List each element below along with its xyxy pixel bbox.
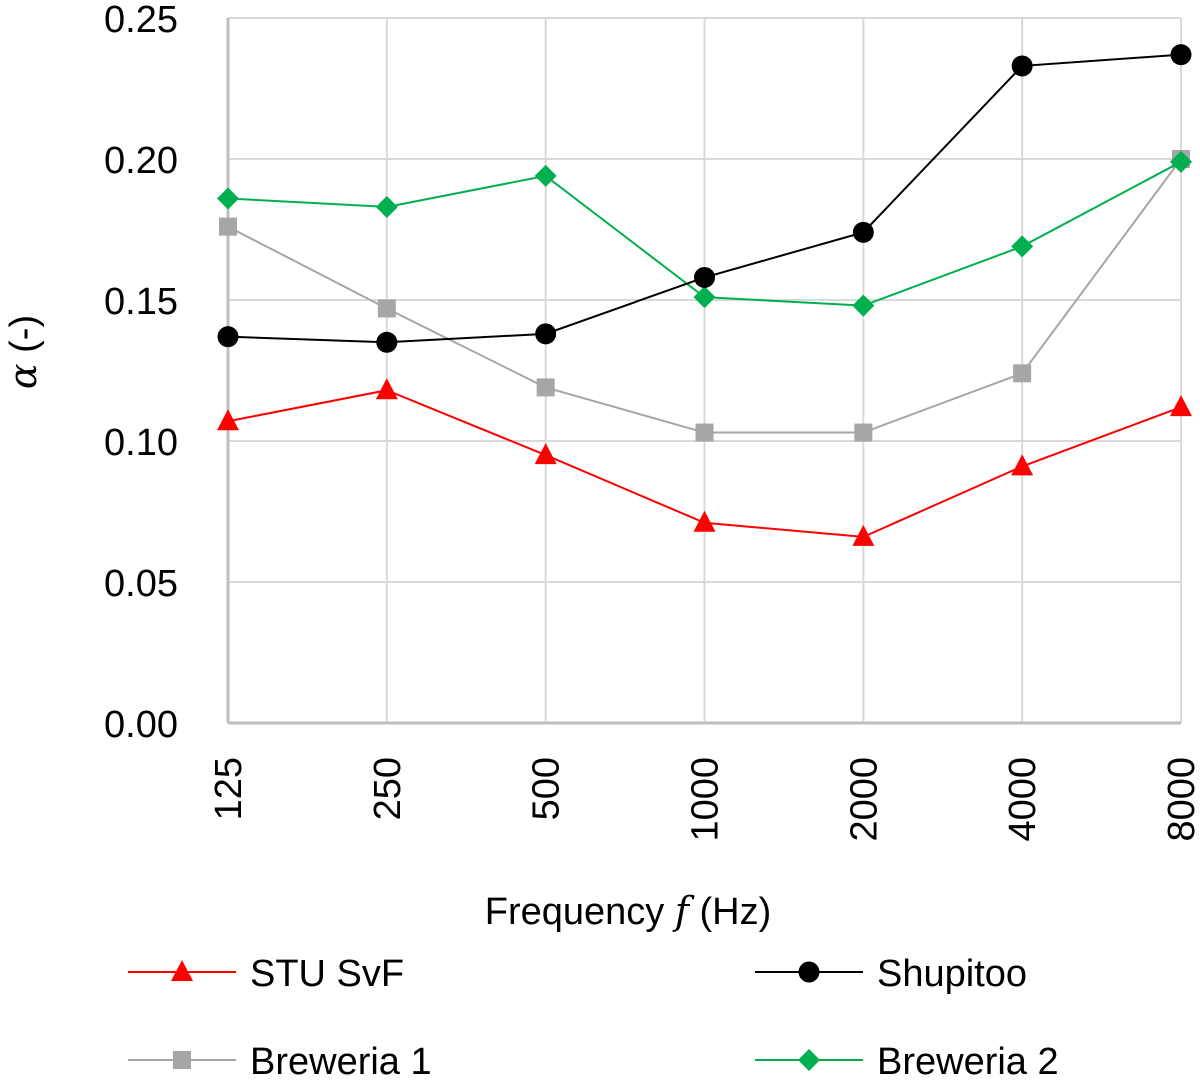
series-shupitoo — [217, 44, 1192, 353]
y-axis-label: α (-) — [1, 315, 45, 389]
x-tick-label: 250 — [367, 757, 409, 820]
legend-marker-breweria2 — [798, 1049, 820, 1071]
data-point-stu — [375, 378, 398, 400]
legend-item-breweria2: Breweria 2 — [755, 1041, 1059, 1081]
data-point-stu — [852, 524, 875, 546]
data-point-breweria2 — [217, 187, 239, 210]
series-stu — [217, 378, 1192, 546]
data-point-breweria1 — [1013, 364, 1032, 383]
y-tick-label: 0.25 — [104, 0, 178, 41]
x-tick-label: 1000 — [685, 757, 727, 842]
x-tick-label: 125 — [208, 757, 250, 820]
x-tick-label: 8000 — [1161, 757, 1200, 842]
data-point-breweria2 — [375, 195, 398, 218]
legend-marker-stu — [171, 960, 193, 981]
y-tick-label: 0.10 — [104, 422, 178, 464]
data-point-shupitoo — [535, 323, 557, 345]
y-tick-label: 0.00 — [104, 704, 178, 746]
data-point-shupitoo — [376, 331, 398, 353]
data-point-breweria2 — [1011, 235, 1034, 258]
legend-marker-breweria1 — [173, 1051, 191, 1069]
y-tick-label: 0.05 — [104, 563, 178, 605]
y-axis-unit: (-) — [3, 315, 45, 364]
gridlines — [228, 17, 1182, 723]
legend-label: Shupitoo — [877, 953, 1027, 995]
data-point-shupitoo — [1011, 55, 1033, 77]
legend-item-stu: STU SvF — [128, 953, 404, 995]
data-point-breweria1 — [536, 378, 555, 397]
data-point-breweria2 — [534, 164, 557, 187]
x-tick-label: 4000 — [1002, 757, 1044, 842]
legend-item-breweria1: Breweria 1 — [128, 1041, 432, 1081]
data-point-shupitoo — [852, 221, 874, 243]
y-axis-symbol: α — [1, 363, 45, 389]
legend-label: Breweria 2 — [877, 1041, 1059, 1081]
y-tick-label: 0.20 — [104, 140, 178, 182]
data-point-stu — [217, 409, 239, 431]
data-point-shupitoo — [694, 266, 715, 288]
legend: STU SvF Shupitoo Breweria 1 Breweria 2 — [128, 953, 1059, 1081]
data-point-breweria2 — [852, 294, 875, 317]
data-point-breweria1 — [219, 217, 237, 236]
legend-label: Breweria 1 — [250, 1041, 432, 1081]
series-breweria2 — [217, 150, 1192, 317]
data-point-breweria1 — [695, 423, 714, 442]
x-axis-unit: (Hz) — [689, 891, 771, 933]
data-point-breweria2 — [693, 286, 716, 309]
data-point-stu — [693, 510, 716, 532]
series-breweria1 — [219, 150, 1190, 442]
x-axis-prefix: Frequency — [485, 891, 675, 933]
axes — [226, 18, 1181, 725]
x-tick-label: 500 — [526, 757, 568, 820]
data-point-stu — [1011, 454, 1034, 476]
data-point-breweria1 — [377, 299, 396, 318]
y-tick-label: 0.15 — [104, 281, 178, 323]
data-point-stu — [534, 443, 557, 465]
data-point-breweria1 — [854, 423, 873, 442]
data-point-shupitoo — [217, 326, 239, 348]
series-lines — [217, 44, 1192, 546]
x-axis-label: Frequency f (Hz) — [485, 889, 771, 933]
data-point-breweria2 — [1170, 150, 1192, 173]
data-point-shupitoo — [1170, 44, 1192, 66]
legend-label: STU SvF — [250, 953, 404, 995]
legend-item-shupitoo: Shupitoo — [755, 953, 1027, 995]
data-point-stu — [1170, 395, 1192, 417]
legend-marker-shupitoo — [798, 961, 820, 983]
x-tick-label: 2000 — [843, 757, 885, 842]
tick-labels: 0.00 0.05 0.10 0.15 0.20 0.25 125 250 500 1000 200… — [104, 0, 1200, 842]
